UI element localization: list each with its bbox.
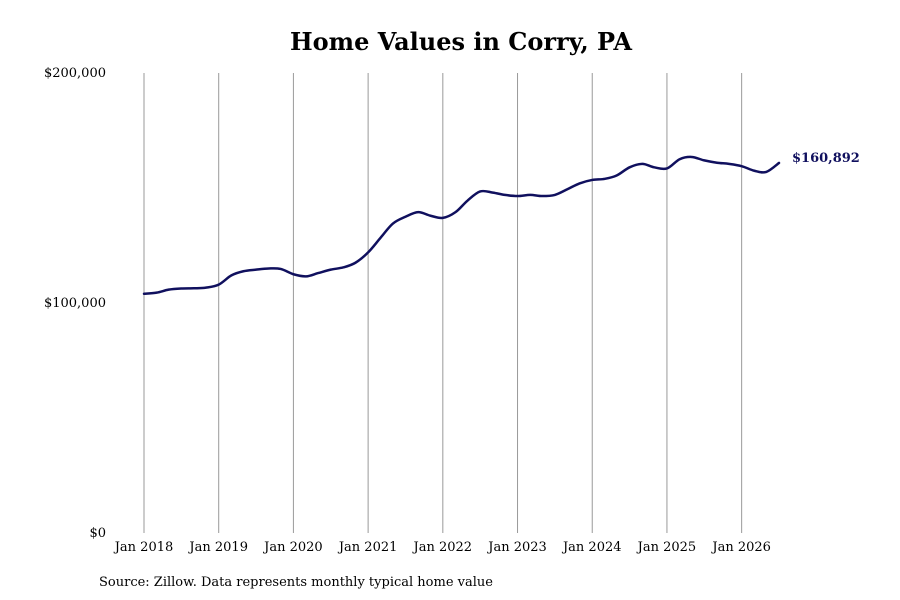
x-tick-label: Jan 2024 (561, 540, 622, 555)
end-value-label: $160,892 (792, 151, 860, 166)
source-note: Source: Zillow. Data represents monthly … (99, 575, 493, 590)
x-axis: Jan 2018 Jan 2019 Jan 2020 Jan 2021 Jan 2022… (113, 540, 771, 555)
x-tick-label: Jan 2019 (187, 540, 248, 555)
series-layer (142, 155, 781, 296)
x-tick-label: Jan 2020 (262, 540, 323, 555)
x-tick-label: Jan 2025 (636, 540, 697, 555)
chart-title: Home Values in Corry, PA (290, 27, 632, 56)
gridlines (143, 73, 743, 533)
x-tick-label: Jan 2026 (710, 540, 771, 555)
y-tick-label: $0 (89, 526, 106, 541)
y-axis: $0 $100,000 $200,000 (44, 66, 106, 541)
x-tick-label: Jan 2022 (412, 540, 473, 555)
y-tick-label: $100,000 (44, 296, 106, 311)
x-tick-label: Jan 2018 (113, 540, 174, 555)
x-tick-label: Jan 2021 (337, 540, 398, 555)
x-tick-label: Jan 2023 (486, 540, 547, 555)
home-value-line (142, 155, 781, 296)
y-tick-label: $200,000 (44, 66, 106, 81)
